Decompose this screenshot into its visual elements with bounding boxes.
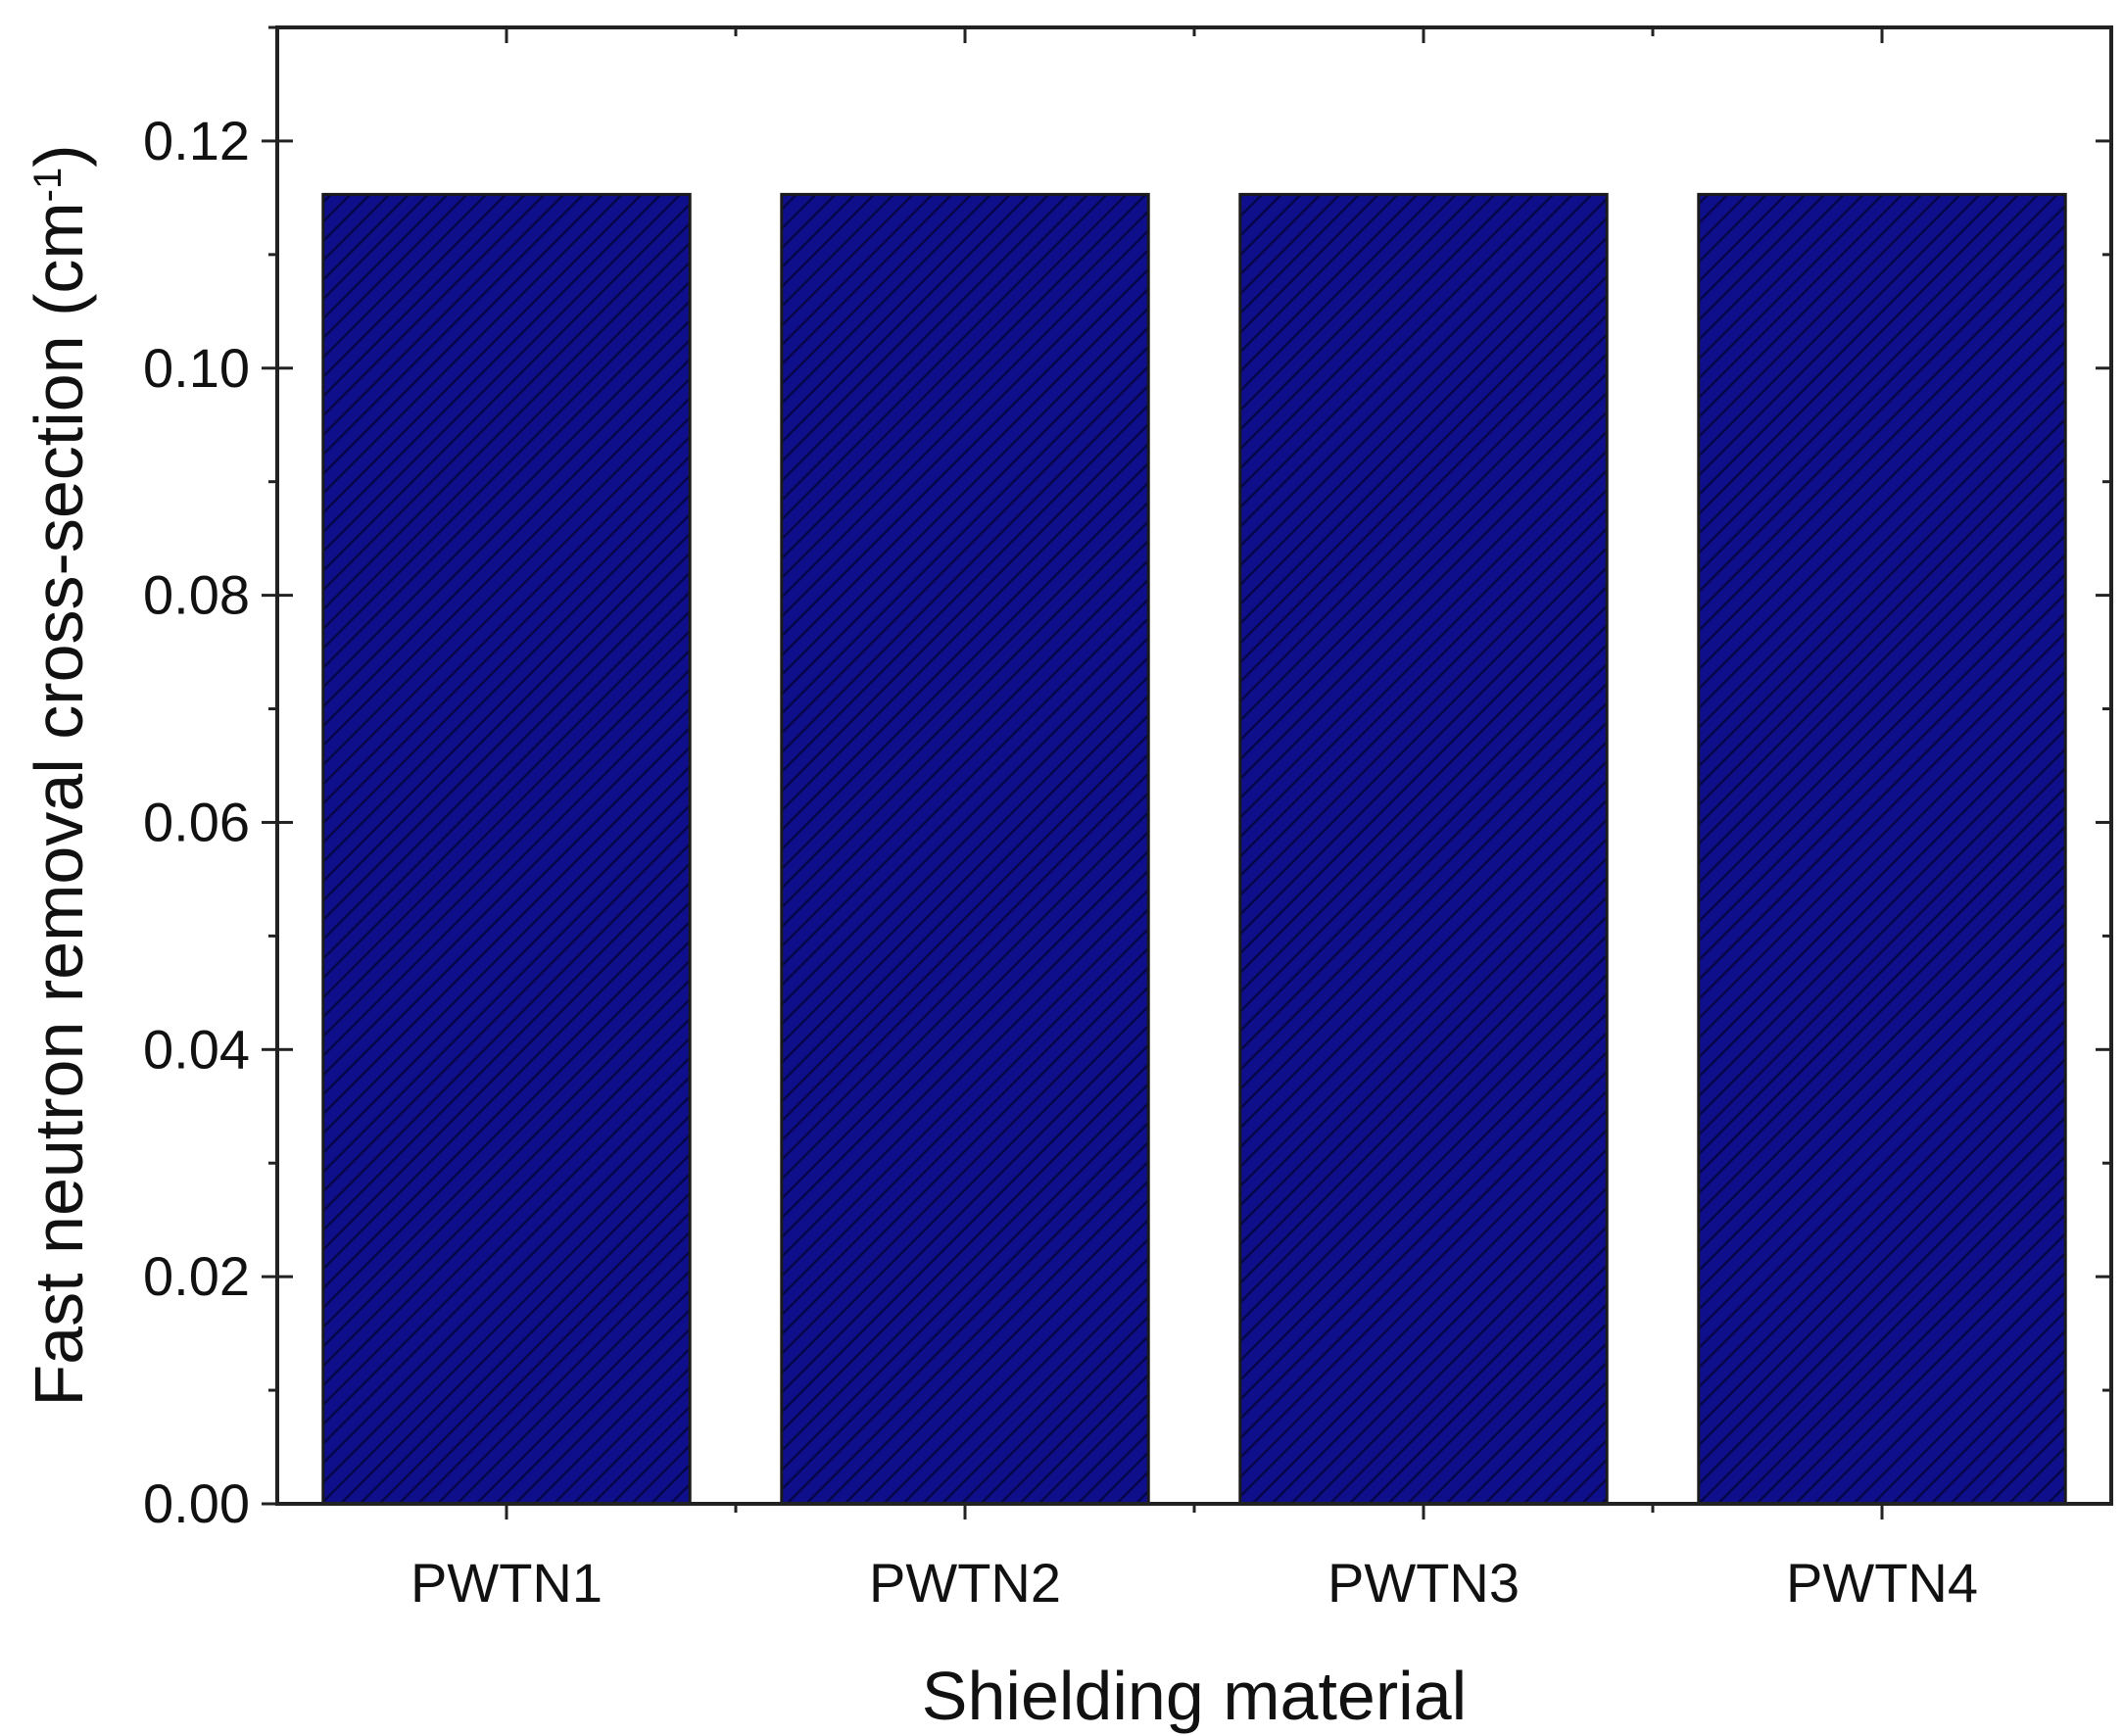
y-tick-label: 0.10: [143, 337, 250, 399]
y-tick-label: 0.12: [143, 110, 250, 171]
y-tick-label: 0.06: [143, 791, 250, 852]
y-tick-label: 0.04: [143, 1018, 250, 1080]
bar-pwtn4: [1697, 192, 2067, 1506]
bar-pwtn3: [1238, 192, 1609, 1506]
x-tick-label: PWTN3: [1328, 1552, 1520, 1614]
y-axis-title-superscript: -1: [26, 168, 70, 203]
y-axis-title: Fast neutron removal cross-section (cm-1…: [21, 144, 97, 1406]
bar-pwtn2: [780, 192, 1150, 1506]
y-tick-label: 0.02: [143, 1245, 250, 1307]
y-tick-label: 0.00: [143, 1472, 250, 1534]
x-tick-label: PWTN1: [410, 1552, 603, 1614]
labels-layer: 0.00 0.02 0.04 0.06 0.08 0.10 0.12 PWTN1 PWTN2 PW…: [143, 110, 1978, 1614]
y-axis-title-close: ): [21, 144, 97, 167]
bar-pwtn1: [321, 192, 692, 1506]
y-axis-title-main: Fast neutron removal cross-section (cm: [21, 202, 97, 1406]
ticks-layer: [262, 25, 2111, 1519]
bars-layer: [321, 192, 2067, 1506]
x-tick-label: PWTN2: [869, 1552, 1061, 1614]
y-tick-label: 0.08: [143, 564, 250, 626]
x-axis-title: Shielding material: [922, 1658, 1467, 1734]
x-tick-label: PWTN4: [1786, 1552, 1978, 1614]
